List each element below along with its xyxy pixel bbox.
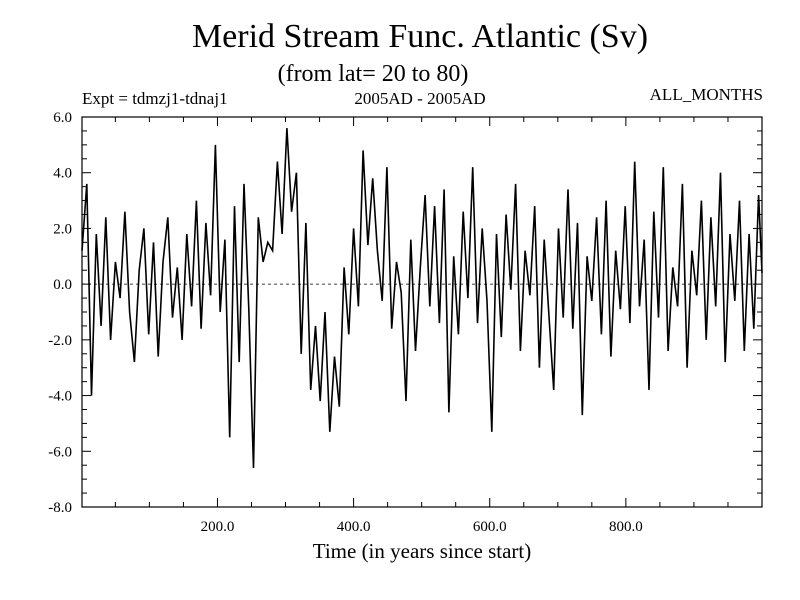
y-tick-label: -2.0 [48,333,72,349]
y-tick-label: 2.0 [53,221,72,237]
y-axis: -8.0 -6.0 -4.0 -2.0 0.0 2.0 4.0 6.0 [48,110,762,516]
x-axis-label: Time (in years since start) [312,539,532,563]
y-tick-label: -8.0 [48,500,72,516]
y-tick-label: -4.0 [48,389,72,405]
series-group [81,128,763,469]
date-range-label: 2005AD - 2005AD [354,89,486,108]
x-tick-label: 200.0 [201,519,235,535]
months-label: ALL_MONTHS [649,85,763,104]
plot-frame [81,116,763,508]
x-tick-label: 800.0 [609,519,643,535]
chart-subtitle: (from lat= 20 to 80) [277,61,469,87]
y-tick-label: 0.0 [53,277,72,293]
x-tick-label: 600.0 [473,519,507,535]
y-tick-label: 4.0 [53,166,72,182]
chart-title: Merid Stream Func. Atlantic (Sv) [191,18,649,55]
x-axis: 200.0 400.0 600.0 800.0 [114,117,729,535]
series-line [81,128,763,469]
y-tick-label: 6.0 [53,110,72,126]
y-tick-label: -6.0 [48,444,72,460]
x-tick-label: 400.0 [337,519,371,535]
experiment-label: Expt = tdmzj1-tdnaj1 [82,89,228,108]
